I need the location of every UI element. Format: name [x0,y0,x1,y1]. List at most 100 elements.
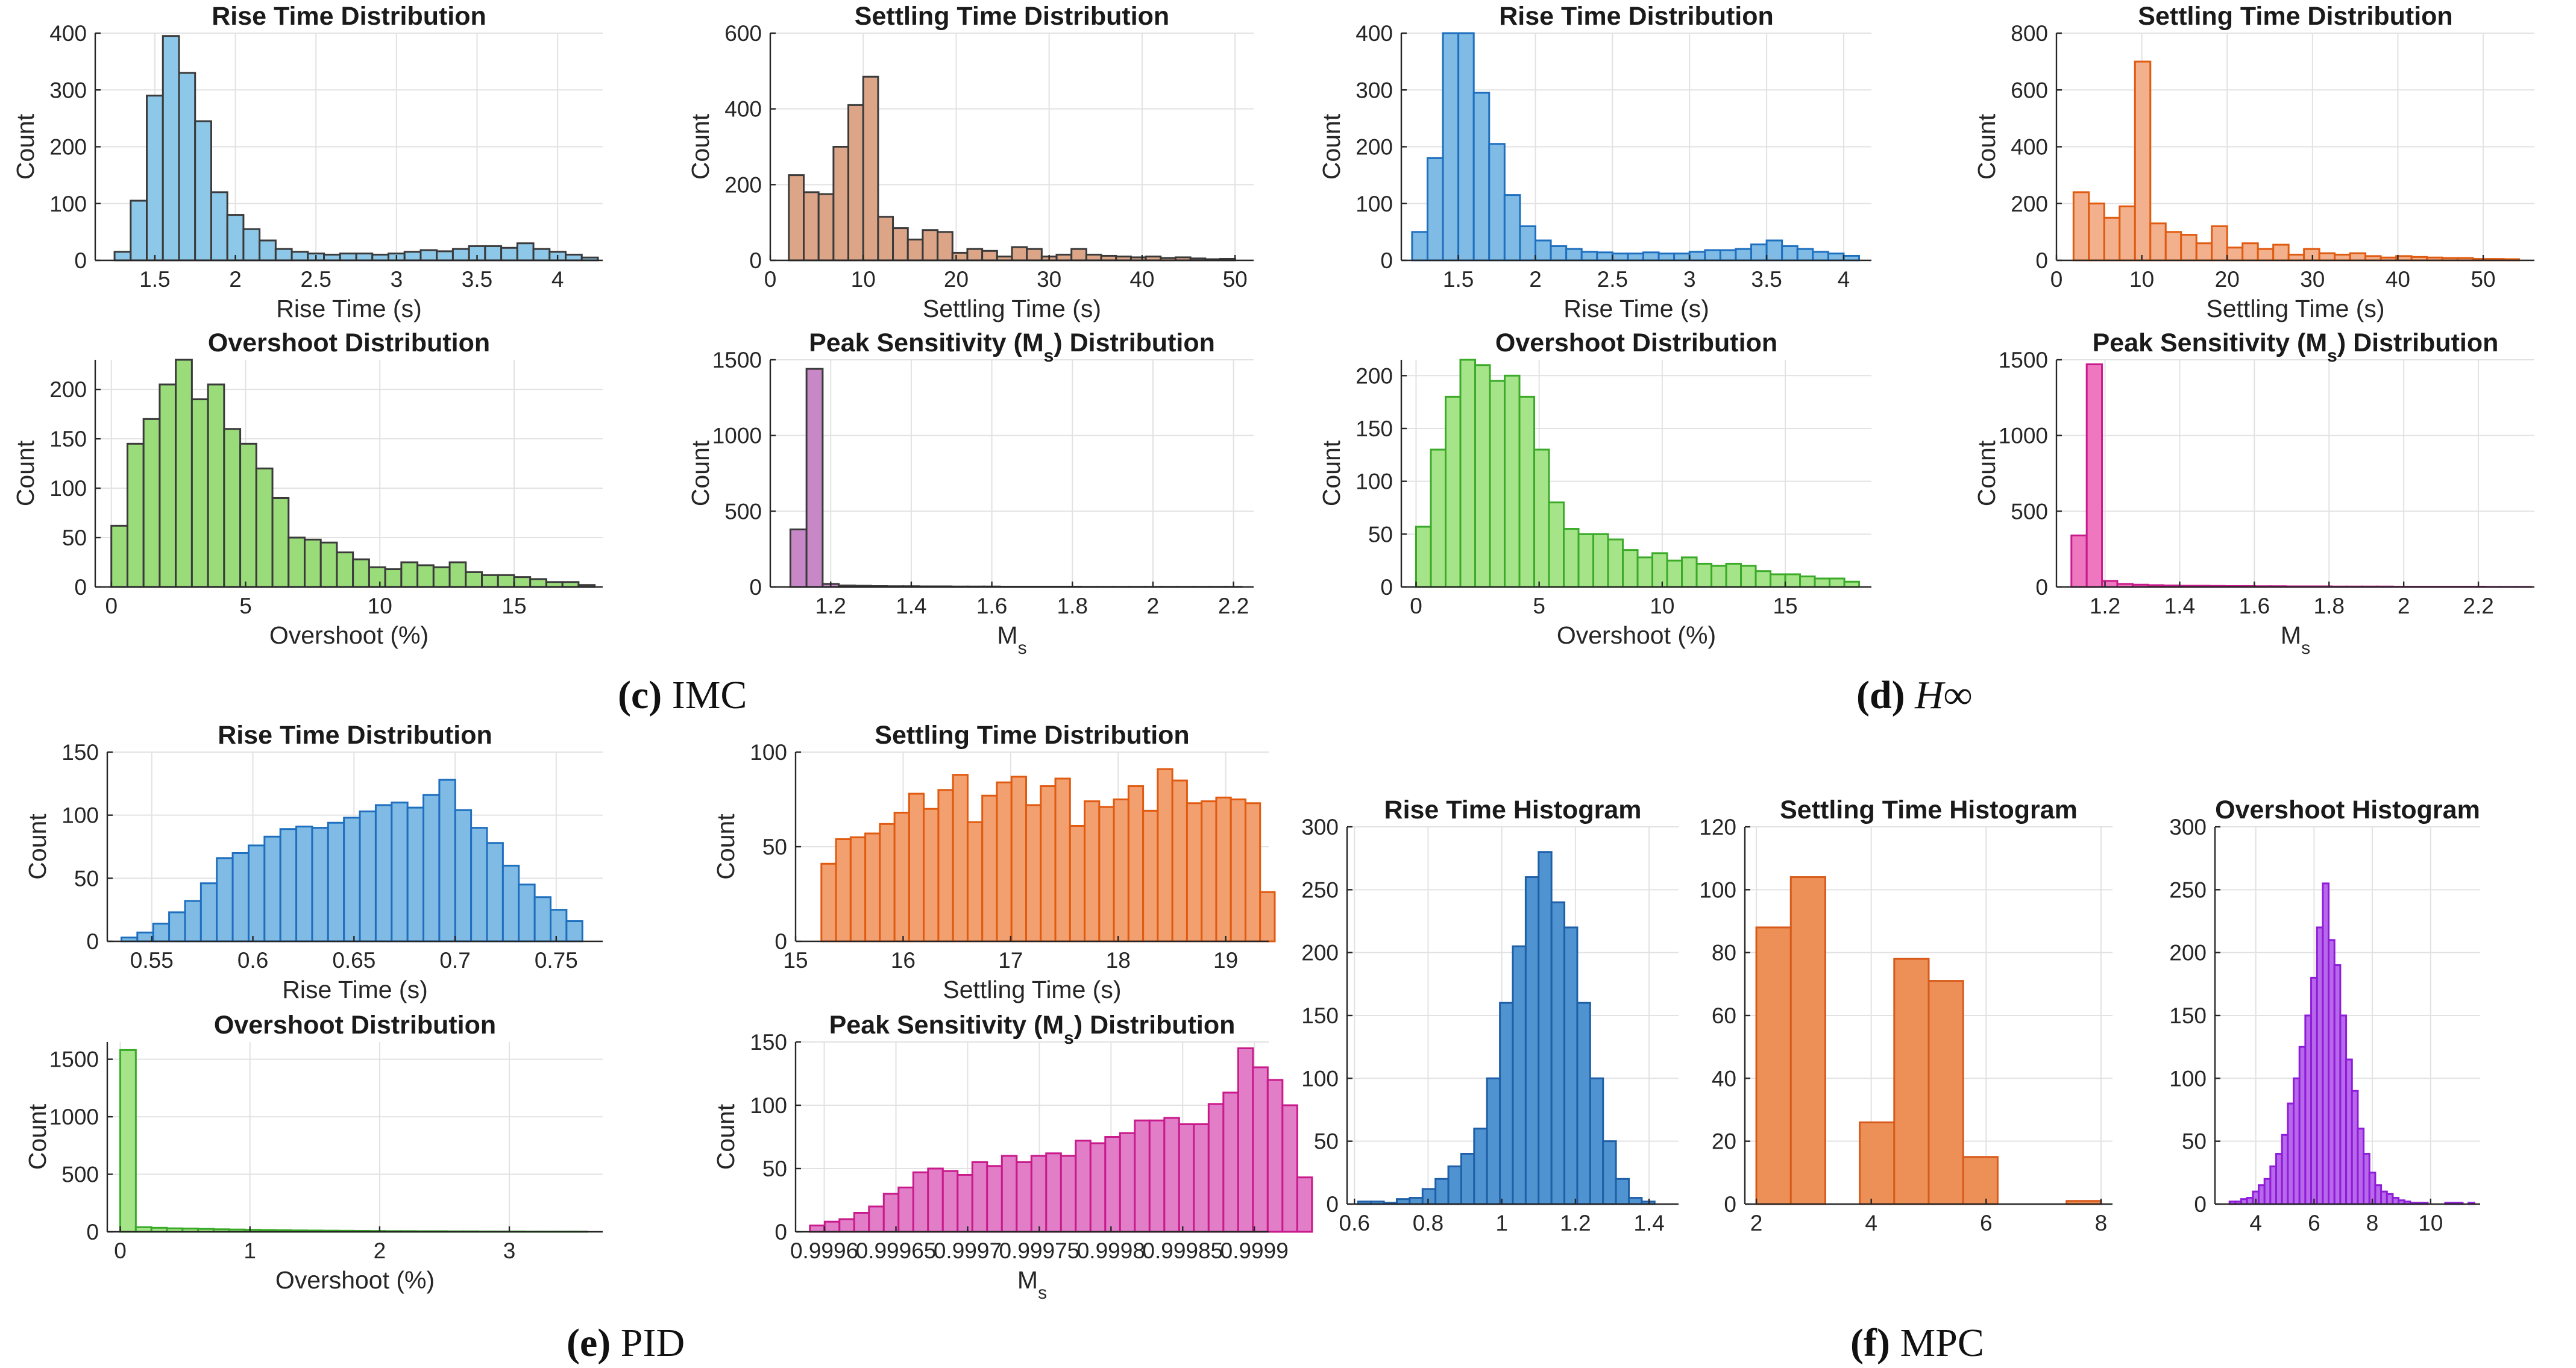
x-tick-label: 0.9996 [790,1238,858,1263]
x-tick-label: 3.5 [1751,267,1782,292]
x-tick-label: 3 [391,267,403,292]
histogram-bar [279,828,298,943]
y-tick-label: 100 [1356,469,1393,494]
histogram-bar [2272,243,2290,262]
histogram-bar [1843,580,1861,588]
histogram-bar [927,1167,944,1233]
x-tick-label: 2 [1529,267,1542,292]
x-tick-label: 0.7 [439,948,470,973]
y-tick-label: 50 [762,1156,787,1181]
x-tick-label: 0.99975 [999,1238,1080,1263]
x-tick-label: 2.2 [1218,594,1249,618]
histogram-bar [1127,785,1145,943]
histogram-bar [1789,876,1826,1205]
histogram-bar [1550,901,1566,1205]
y-tick-label: 200 [49,135,87,160]
histogram-bar [1611,253,1629,262]
y-tick-label: 150 [61,740,99,765]
histogram-bar [862,75,879,262]
histogram-bar [789,528,808,588]
y-axis-label: Count [24,814,51,880]
histogram-bar [1085,254,1102,262]
y-tick-label: 100 [1301,1066,1339,1091]
x-tick-label: 1.5 [1443,267,1474,292]
histogram-bar [1148,1119,1166,1233]
histogram-bar [465,571,483,588]
histogram-bar [1001,1155,1018,1233]
y-tick-label: 100 [750,740,787,765]
x-tick-label: 2 [374,1238,386,1263]
y-tick-label: 0 [774,1220,787,1244]
histogram-bar [352,558,370,588]
x-tick-label: 0.75 [535,948,578,973]
histogram-bar [529,578,547,588]
histogram-bar [2070,535,2088,588]
histogram-bar [291,251,309,262]
histogram-bar [1409,1197,1424,1205]
y-tick-label: 150 [750,1030,787,1055]
chart-title: Overshoot Distribution [1495,328,1777,357]
histogram-bar [1651,552,1668,588]
histogram-bar [359,810,377,943]
histogram-bar [175,359,193,588]
y-axis-label: Count [24,1103,51,1170]
y-tick-label: 1000 [1999,424,2048,448]
histogram-bar [274,248,293,262]
histogram-bar [1426,157,1444,262]
histogram-bar [1765,239,1783,262]
histogram-bar [1011,246,1028,262]
histogram-bar [432,566,451,588]
y-tick-label: 100 [750,1093,787,1118]
x-tick-label: 3 [1683,267,1696,292]
histogram-bar [1814,577,1831,588]
histogram-bar [1434,1178,1450,1205]
histogram-bar [1488,143,1506,262]
histogram-bar [210,191,228,262]
histogram-bar [1548,501,1565,588]
x-axis-label: Ms [2281,621,2310,658]
histogram-bar [864,832,881,943]
histogram-bar [1812,251,1829,262]
x-tick-label: 1.8 [1057,594,1088,618]
histogram-bar [500,246,518,262]
y-tick-label: 0 [749,575,762,600]
x-tick-label: 6 [1980,1211,1993,1235]
caption-c: (c) IMC [618,673,747,717]
x-tick-label: 3.5 [462,267,492,292]
y-tick-label: 50 [1368,522,1393,547]
histogram-bar [263,835,281,943]
histogram-bar [971,1161,988,1233]
x-tick-label: 17 [998,948,1023,973]
x-axis-label: Overshoot (%) [275,1266,435,1294]
y-tick-label: 0 [1724,1192,1736,1217]
x-tick-label: 2 [1147,594,1160,618]
histogram-bar [893,811,910,943]
histogram-bar [178,72,196,262]
x-tick-label: 4 [1865,1211,1877,1235]
y-tick-label: 400 [2011,135,2048,160]
y-tick-label: 0 [86,929,99,954]
x-axis-label: Ms [1017,1266,1047,1303]
histogram-bar [259,239,277,262]
y-tick-label: 150 [1356,416,1393,441]
y-tick-label: 400 [49,21,87,46]
histogram-bar [803,191,820,262]
y-tick-label: 50 [1314,1129,1339,1154]
histogram-bar [1025,804,1042,943]
x-tick-label: 30 [1037,267,1061,292]
histogram-bar [1016,1161,1032,1233]
histogram-bar [1615,1178,1630,1205]
histogram-bar [2119,205,2136,262]
x-tick-label: 1 [243,1238,256,1263]
histogram-bar [1421,1188,1437,1205]
histogram-bar [1499,1002,1514,1205]
x-tick-label: 0.9998 [1077,1238,1145,1263]
y-tick-label: 20 [1712,1129,1736,1154]
histogram-bar [1157,768,1173,943]
chart-e3: 0 1 2 3 0 500 1000 1500 Overshoot Distribution Ov… [24,1011,603,1294]
histogram-bar [2241,242,2259,262]
histogram-bar [1215,796,1232,943]
y-tick-label: 1500 [1999,348,2048,372]
histogram-bar [199,882,218,943]
